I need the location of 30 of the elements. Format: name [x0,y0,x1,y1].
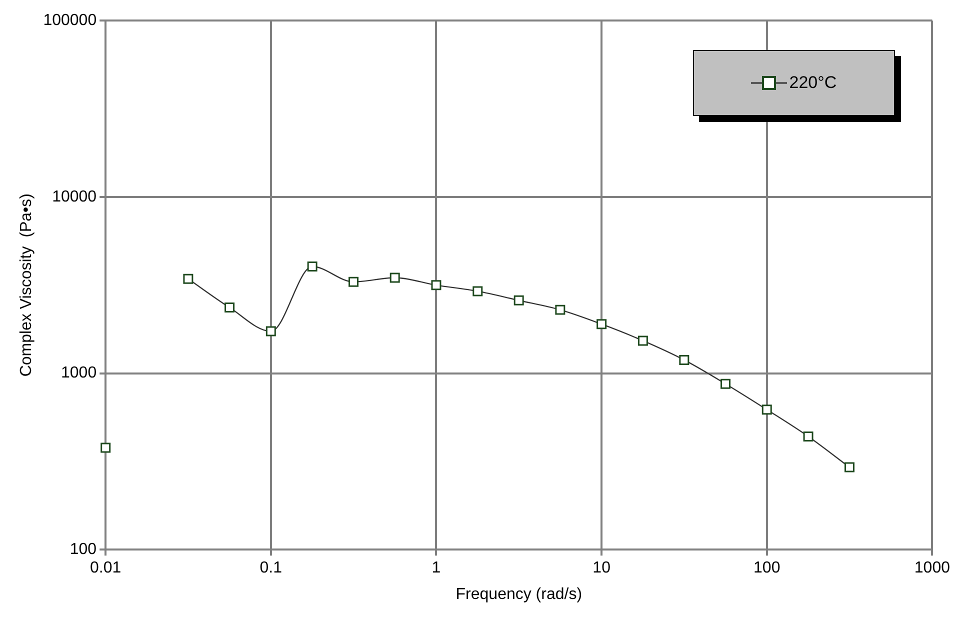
y-tick-label: 10000 [52,188,97,206]
x-tick-label: 1000 [914,560,950,577]
legend-label: 220°C [789,73,837,93]
point [348,276,359,287]
point [555,304,566,315]
point [307,262,318,272]
x-axis-title: Frequency (rad/s) [456,586,582,603]
point [390,272,400,283]
point [183,274,194,284]
y-axis-title: Complex Viscosity (Pa•s) [18,194,36,377]
point [596,319,607,330]
x-tick-label: 100 [754,560,780,577]
point [803,431,814,442]
y-tick-label: 1000 [60,364,97,382]
point [472,286,483,296]
point [431,280,442,290]
x-tick-label: 10 [592,560,611,577]
point [266,326,276,336]
point [762,404,772,415]
point [679,354,690,365]
y-tick-label: 100 [70,541,97,558]
y-tick-label: 100000 [43,12,97,30]
x-tick-label: 0.01 [90,560,122,577]
point [224,302,235,313]
point [720,378,730,389]
x-tick-label: 0.1 [260,560,282,577]
point [514,295,524,306]
point [638,336,648,346]
x-tick-label: 1 [432,560,441,577]
point [844,462,854,472]
